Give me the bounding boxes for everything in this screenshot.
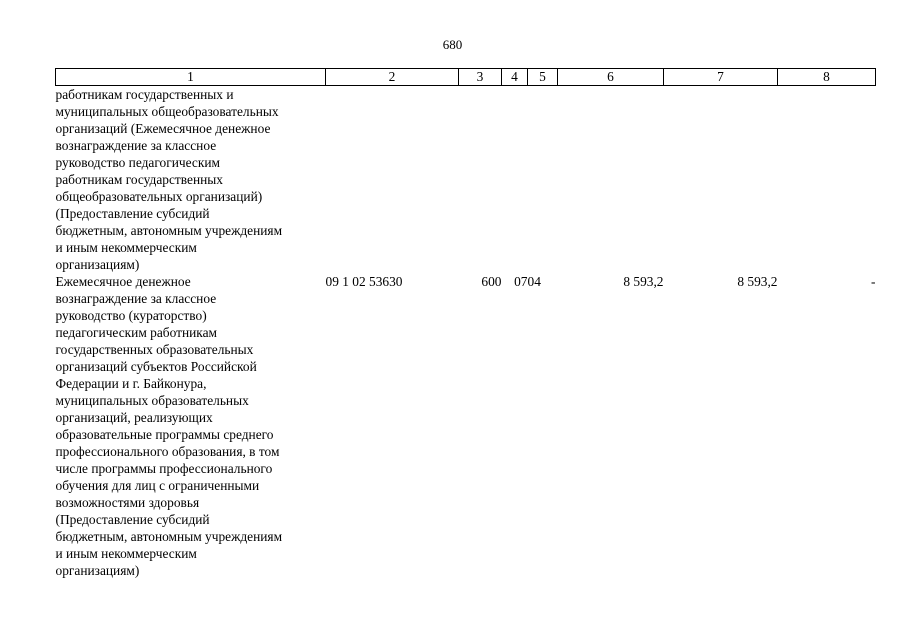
section-cell: [502, 86, 528, 274]
expense-name-line: вознаграждение за классное: [55, 291, 217, 306]
amount-col6-cell: 8 593,2: [623, 274, 664, 289]
column-number-header-row: 1 2 3 4 5 6 7 8: [55, 68, 876, 86]
amount-col7-cell: 8 593,2: [737, 274, 778, 289]
expense-name-line: организациям): [55, 563, 140, 578]
expense-name-line: руководство (кураторство): [55, 308, 207, 323]
expense-name-line: организациям): [55, 257, 140, 272]
expense-type-cell: 600: [481, 274, 502, 289]
page-number: 680: [442, 37, 463, 52]
expense-name-line: педагогическим работникам: [55, 325, 218, 340]
expense-type-cell: [459, 86, 502, 274]
expense-name-line: вознаграждение за классное: [55, 138, 217, 153]
expense-name-line: и иным некоммерческим: [55, 240, 197, 255]
expense-name-line: руководство педагогическим: [55, 155, 220, 170]
expense-name-line: образовательные программы среднего: [55, 427, 274, 442]
subsection-cell: [528, 86, 558, 274]
expense-name-line: (Предоставление субсидий: [55, 512, 210, 527]
expense-name-line: бюджетным, автономным учреждениям: [55, 529, 283, 544]
column-header-5: 5: [527, 68, 558, 86]
target-code-cell: [326, 86, 459, 274]
expense-name-line: работникам государственных и: [55, 87, 234, 102]
expense-name-line: числе программы профессионального: [55, 461, 273, 476]
column-header-1: 1: [55, 68, 326, 86]
expense-name-line: Федерации и г. Байконура,: [55, 376, 207, 391]
expense-name-line: профессионального образования, в том: [55, 444, 280, 459]
amount-col7-cell: [664, 86, 778, 274]
expense-name-line: Ежемесячное денежное: [55, 274, 191, 289]
expense-name-line: возможностями здоровья: [55, 495, 200, 510]
table-row: работникам государственных и муниципальн…: [56, 86, 876, 274]
section-cell: 07: [514, 274, 528, 289]
column-header-3: 3: [458, 68, 502, 86]
column-header-4: 4: [501, 68, 528, 86]
budget-table: 1 2 3 4 5 6 7 8 работникам государственн…: [55, 68, 876, 579]
amount-col6-cell: [558, 86, 664, 274]
table-row: Ежемесячное денежное вознаграждение за к…: [56, 273, 876, 579]
column-header-2: 2: [325, 68, 459, 86]
expense-name-cell: Ежемесячное денежное вознаграждение за к…: [56, 273, 326, 579]
expense-name-line: обучения для лиц с ограниченными: [55, 478, 260, 493]
expense-name-line: государственных образовательных: [55, 342, 254, 357]
expense-name-line: муниципальных общеобразовательных: [55, 104, 279, 119]
expense-name-line: бюджетным, автономным учреждениям: [55, 223, 283, 238]
amount-col8-cell: [778, 86, 876, 274]
expense-name-line: работникам государственных: [55, 172, 224, 187]
column-header-8: 8: [777, 68, 876, 86]
expense-name-line: организаций, реализующих: [55, 410, 213, 425]
column-header-7: 7: [663, 68, 778, 86]
expense-name-line: муниципальных образовательных: [55, 393, 249, 408]
expense-name-cell: работникам государственных и муниципальн…: [56, 86, 326, 274]
amount-col8-cell: -: [871, 274, 876, 289]
column-header-6: 6: [557, 68, 664, 86]
expense-name-line: организаций (Ежемесячное денежное: [55, 121, 271, 136]
expense-name-line: (Предоставление субсидий: [55, 206, 210, 221]
expense-name-line: и иным некоммерческим: [55, 546, 197, 561]
subsection-cell: 04: [527, 274, 541, 289]
expense-name-line: общеобразовательных организаций): [55, 189, 263, 204]
target-code-cell: 09 1 02 53630: [325, 274, 403, 289]
expense-name-line: организаций субъектов Российской: [55, 359, 257, 374]
